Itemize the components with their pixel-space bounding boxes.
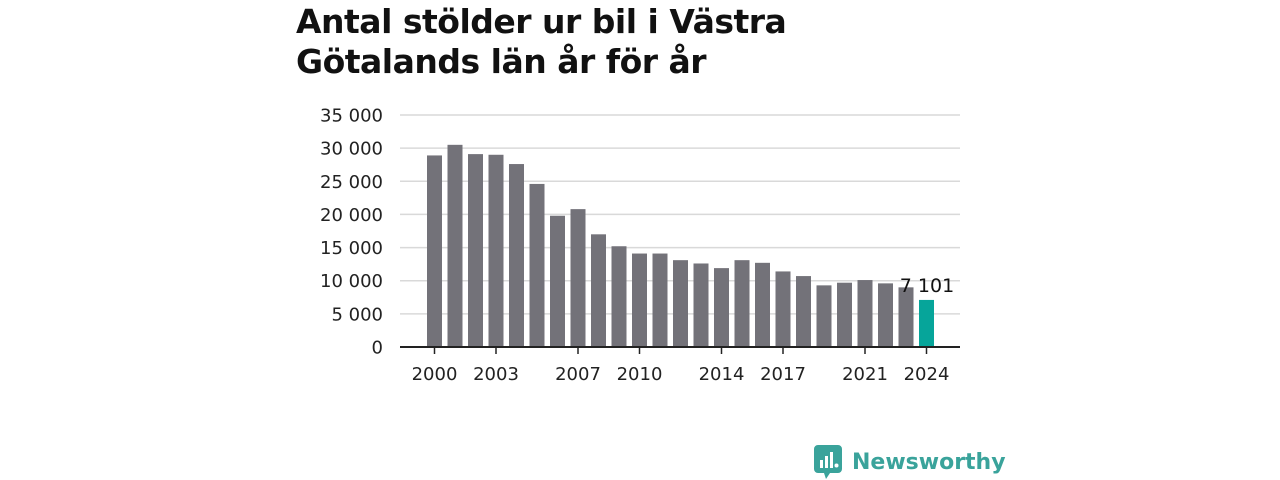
bar	[550, 215, 565, 347]
bar	[878, 283, 893, 347]
bar	[796, 276, 811, 347]
bar-highlight	[919, 299, 934, 347]
bar	[652, 253, 668, 347]
x-tick-label: 2007	[555, 364, 601, 385]
x-tick-label: 2021	[842, 364, 888, 385]
y-tick-label: 30 000	[320, 139, 383, 160]
y-tick-label: 35 000	[320, 106, 383, 127]
x-tick-label: 2017	[760, 364, 806, 385]
bar	[509, 164, 524, 347]
y-tick-label: 25 000	[320, 172, 383, 193]
y-tick-label: 20 000	[320, 205, 383, 226]
y-tick-label: 15 000	[320, 238, 383, 259]
bars	[427, 144, 934, 347]
chart-title: Antal stölder ur bil i Västra Götalands …	[296, 2, 787, 81]
bar	[837, 282, 852, 347]
bar	[734, 260, 750, 347]
x-tick-label: 2014	[699, 364, 745, 385]
bar	[673, 260, 688, 347]
bar	[714, 268, 729, 347]
bar	[468, 154, 483, 347]
bar	[488, 154, 504, 347]
x-axis-ticks: 2000 2003 2007 2010 2014 2017 2021 2024	[412, 347, 950, 385]
bar	[447, 144, 463, 347]
x-tick-label: 2003	[473, 364, 519, 385]
y-tick-label: 0	[372, 338, 383, 359]
y-tick-label: 5 000	[331, 304, 383, 325]
brand-logo[interactable]: Newsworthy	[814, 444, 1006, 480]
bar	[591, 234, 606, 347]
y-axis-labels: 0 5 000 10 000 15 000 20 000 25 000 30 000 35 0…	[320, 106, 383, 359]
bar	[693, 263, 709, 347]
x-tick-label: 2010	[617, 364, 663, 385]
bar	[755, 262, 770, 347]
brand-name: Newsworthy	[852, 449, 1006, 475]
x-tick-label: 2000	[412, 364, 458, 385]
bar	[775, 271, 791, 347]
value-label-2024: 7 101	[900, 275, 954, 297]
bar	[816, 285, 832, 347]
y-tick-label: 10 000	[320, 271, 383, 292]
bar	[632, 253, 647, 347]
newsworthy-logo-icon	[814, 445, 842, 479]
bar	[570, 209, 586, 347]
bar	[898, 287, 914, 347]
bar	[427, 155, 442, 347]
x-tick-label: 2024	[904, 364, 950, 385]
annotations: 7 101	[900, 275, 954, 297]
bar	[857, 280, 873, 347]
bar	[611, 246, 627, 347]
bar	[529, 183, 545, 347]
